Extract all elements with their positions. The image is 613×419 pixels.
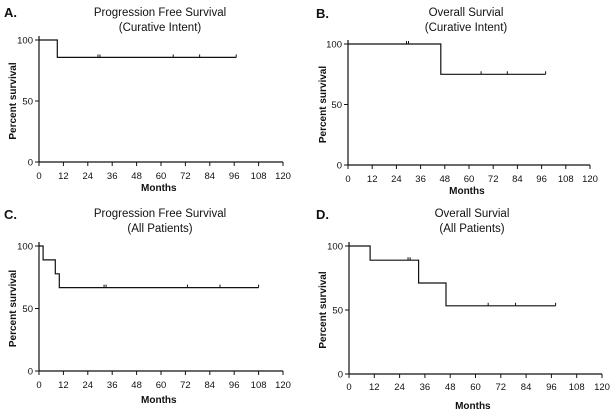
panel-d-y-axis-title: Percent survival bbox=[318, 271, 329, 348]
panel-d-y-tick-label: 0 bbox=[338, 370, 343, 381]
panel-b-x-tick-label: 108 bbox=[558, 174, 574, 185]
panel-a-y-axis-title: Percent survival bbox=[8, 62, 19, 139]
panel-a: A. Progression Free Survival (Curative Int… bbox=[4, 5, 291, 194]
panel-d-x-tick-label: 24 bbox=[394, 382, 405, 393]
panel-c-x-tick-label: 36 bbox=[107, 380, 118, 391]
panel-a-x-tick-label: 36 bbox=[107, 171, 118, 182]
panel-b-x-tick-label: 0 bbox=[345, 174, 350, 185]
panel-a-x-tick-label: 12 bbox=[58, 171, 69, 182]
panel-c-x-tick-label: 12 bbox=[58, 380, 69, 391]
panel-d-survival-curve bbox=[349, 245, 556, 307]
panel-d-subtitle: (All Patients) bbox=[439, 223, 504, 235]
panel-d-title: Overall Survial bbox=[435, 208, 510, 220]
panel-b-y-tick-label: 50 bbox=[331, 100, 342, 111]
panel-b: B. Overall Survial (Curative Intent) 0 12 24 3… bbox=[316, 6, 598, 197]
panel-d-x-tick-label: 36 bbox=[420, 382, 431, 393]
panel-a-y-tick-label: 0 bbox=[28, 158, 33, 169]
panel-c-survival-curve bbox=[39, 245, 259, 289]
panel-a-x-tick-label: 0 bbox=[36, 171, 41, 182]
panel-d-x-tick-label: 60 bbox=[470, 382, 481, 393]
panel-c-x-tick-label: 60 bbox=[156, 380, 167, 391]
panel-b-x-tick-label: 48 bbox=[440, 174, 451, 185]
panel-a-x-tick-label: 24 bbox=[83, 171, 94, 182]
panel-b-title: Overall Survial bbox=[429, 7, 504, 19]
panel-d-x-tick-label: 48 bbox=[445, 382, 456, 393]
panel-c-x-tick-label: 72 bbox=[180, 380, 191, 391]
panel-d-x-tick-label: 96 bbox=[546, 382, 557, 393]
panel-b-x-tick-label: 36 bbox=[415, 174, 426, 185]
panel-c-y-tick-label: 50 bbox=[22, 304, 33, 315]
panel-d-x-tick-label: 0 bbox=[346, 382, 351, 393]
panel-c: C. Progression Free Survival (All Patients… bbox=[4, 207, 291, 406]
panel-a-x-tick-label: 120 bbox=[275, 171, 291, 182]
panel-c-x-tick-label: 0 bbox=[36, 380, 41, 391]
panel-a-x-tick-label: 48 bbox=[131, 171, 142, 182]
panel-a-label: A. bbox=[4, 5, 17, 20]
panel-b-x-tick-label: 96 bbox=[536, 174, 547, 185]
panel-d: D. Overall Survial (All Patients) 0 12 24 36 48… bbox=[316, 207, 610, 412]
panel-d-label: D. bbox=[316, 207, 329, 222]
panel-d-y-tick-label: 50 bbox=[332, 306, 343, 317]
panel-c-x-tick-label: 24 bbox=[83, 380, 94, 391]
panel-d-x-tick-label: 84 bbox=[521, 382, 532, 393]
panel-c-x-tick-label: 108 bbox=[251, 380, 267, 391]
panel-c-y-tick-label: 100 bbox=[17, 242, 33, 253]
panel-b-subtitle: (Curative Intent) bbox=[425, 22, 508, 34]
panel-b-y-tick-label: 100 bbox=[326, 40, 342, 51]
panel-a-title: Progression Free Survival bbox=[94, 7, 226, 19]
panel-b-survival-curve bbox=[348, 43, 546, 75]
panel-d-x-tick-label: 108 bbox=[569, 382, 585, 393]
panel-b-x-tick-label: 84 bbox=[512, 174, 523, 185]
panel-b-x-tick-label: 120 bbox=[582, 174, 598, 185]
panel-b-x-axis-title: Months bbox=[449, 186, 485, 197]
panel-d-x-tick-label: 72 bbox=[496, 382, 507, 393]
panel-d-x-tick-label: 12 bbox=[369, 382, 380, 393]
panel-a-y-tick-label: 50 bbox=[22, 97, 33, 108]
panel-b-label: B. bbox=[316, 6, 329, 21]
panel-d-x-axis-title: Months bbox=[455, 401, 491, 412]
panel-a-subtitle: (Curative Intent) bbox=[119, 22, 202, 34]
panel-a-x-tick-label: 60 bbox=[156, 171, 167, 182]
panel-a-survival-curve bbox=[39, 39, 237, 58]
panel-a-y-tick-label: 100 bbox=[17, 36, 33, 47]
panel-c-title: Progression Free Survival bbox=[94, 208, 226, 220]
panel-b-y-axis-title: Percent survival bbox=[318, 66, 329, 143]
panel-c-label: C. bbox=[4, 207, 17, 222]
panel-a-x-tick-label: 84 bbox=[205, 171, 216, 182]
panel-a-x-tick-label: 108 bbox=[251, 171, 267, 182]
panel-d-x-tick-label: 120 bbox=[594, 382, 610, 393]
panel-b-x-tick-label: 12 bbox=[367, 174, 378, 185]
panel-c-y-tick-label: 0 bbox=[28, 367, 33, 378]
panel-b-x-tick-label: 24 bbox=[391, 174, 402, 185]
panel-c-x-tick-label: 96 bbox=[229, 380, 240, 391]
panel-c-x-tick-label: 120 bbox=[275, 380, 291, 391]
panel-c-x-tick-label: 48 bbox=[131, 380, 142, 391]
panel-a-x-tick-label: 72 bbox=[180, 171, 191, 182]
panel-b-x-tick-label: 60 bbox=[464, 174, 475, 185]
panel-c-x-axis-title: Months bbox=[141, 395, 177, 406]
panel-a-x-tick-label: 96 bbox=[229, 171, 240, 182]
panel-b-x-tick-label: 72 bbox=[488, 174, 499, 185]
panel-a-x-axis-title: Months bbox=[141, 183, 177, 194]
panel-c-x-tick-label: 84 bbox=[205, 380, 216, 391]
panel-b-y-tick-label: 0 bbox=[337, 161, 342, 172]
panel-c-subtitle: (All Patients) bbox=[127, 223, 192, 235]
panel-d-y-tick-label: 100 bbox=[327, 242, 343, 253]
panel-c-y-axis-title: Percent survival bbox=[8, 270, 19, 347]
